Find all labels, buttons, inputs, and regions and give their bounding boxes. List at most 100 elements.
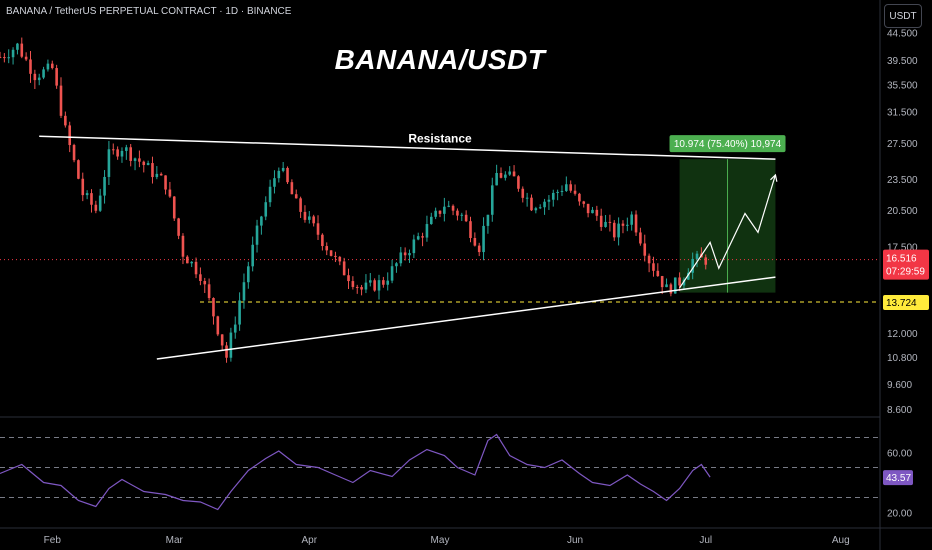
time-tick-label: Jun	[567, 535, 583, 546]
candle-body	[168, 189, 172, 197]
candle-body	[591, 209, 594, 214]
candle-body	[116, 149, 119, 157]
price-tick-label: 27.500	[887, 139, 918, 150]
symbol-header: BANANA / TetherUS PERPETUAL CONTRACT · 1…	[6, 6, 292, 17]
candle-body	[504, 174, 507, 178]
time-tick-label: Mar	[166, 535, 184, 546]
candle-body	[512, 171, 516, 177]
candle-body	[72, 145, 76, 161]
candle-body	[334, 255, 337, 257]
candle-body	[225, 345, 228, 358]
candle-body	[682, 279, 686, 286]
candle-body	[46, 63, 50, 70]
candle-body	[242, 282, 246, 301]
candle-body	[24, 56, 28, 60]
candle-body	[308, 216, 311, 220]
candle-body	[695, 253, 699, 259]
candle-body	[316, 223, 320, 235]
candle-body	[251, 244, 254, 267]
candle-body	[390, 266, 394, 281]
candle-body	[595, 209, 599, 216]
candle-body	[416, 236, 420, 240]
candle-body	[338, 256, 342, 262]
candle-body	[551, 192, 555, 200]
candle-body	[617, 223, 620, 238]
candle-body	[412, 239, 416, 254]
candle-body	[286, 167, 289, 183]
candle-body	[194, 261, 198, 275]
rsi-value-label: 43.57	[886, 473, 911, 484]
candle-body	[212, 298, 215, 317]
candle-body	[207, 284, 211, 299]
candle-body	[612, 222, 616, 238]
candle-body	[203, 280, 207, 285]
price-tick-label: 20.500	[887, 206, 918, 217]
candle-body	[290, 182, 294, 195]
last-price-label: 16.516	[886, 254, 917, 265]
candle-body	[499, 173, 503, 178]
candle-body	[151, 163, 154, 178]
candle-body	[665, 284, 668, 288]
candle-body	[495, 173, 498, 186]
candle-body	[177, 218, 180, 236]
candle-body	[656, 270, 660, 277]
candle-body	[64, 115, 67, 126]
candle-body	[604, 221, 607, 227]
candle-body	[42, 69, 45, 78]
candle-body	[704, 257, 708, 265]
candle-body	[3, 57, 6, 59]
candle-body	[59, 85, 63, 116]
candle-body	[281, 167, 285, 171]
candle-body	[508, 171, 512, 175]
candle-body	[521, 188, 525, 198]
candle-body	[464, 214, 468, 222]
candle-body	[456, 210, 459, 216]
candle-body	[399, 252, 403, 264]
candle-body	[129, 147, 132, 161]
candle-body	[229, 332, 233, 358]
price-tick-label: 44.500	[887, 29, 918, 40]
time-tick-label: Aug	[832, 535, 850, 546]
candle-body	[20, 43, 24, 57]
candle-body	[421, 236, 424, 238]
candle-body	[669, 284, 673, 294]
candle-body	[360, 287, 363, 290]
candle-body	[264, 202, 268, 217]
candle-body	[673, 277, 677, 294]
candle-body	[50, 63, 54, 69]
candle-body	[621, 223, 625, 226]
currency-button[interactable]: USDT	[884, 4, 922, 28]
candle-body	[477, 245, 481, 253]
last-price-box	[883, 249, 929, 280]
candle-body	[294, 194, 298, 199]
candle-body	[260, 216, 263, 226]
candle-body	[355, 286, 359, 288]
candle-body	[473, 238, 477, 246]
candle-body	[138, 158, 141, 162]
candle-body	[312, 216, 315, 224]
candle-body	[325, 246, 329, 251]
candle-body	[172, 196, 176, 219]
candle-body	[125, 147, 128, 151]
candle-body	[11, 49, 15, 58]
candle-body	[68, 125, 72, 146]
candle-body	[133, 158, 137, 161]
candle-body	[303, 211, 307, 220]
candle-body	[429, 216, 433, 225]
candle-body	[443, 206, 446, 214]
candle-body	[578, 193, 581, 202]
candle-body	[408, 253, 411, 256]
candle-body	[103, 176, 106, 196]
time-tick-label: May	[431, 535, 450, 546]
candle-body	[386, 280, 390, 285]
candle-body	[678, 277, 681, 286]
support-trendline	[156, 276, 776, 360]
candle-body	[395, 263, 398, 267]
candle-body	[329, 250, 333, 256]
candle-body	[81, 178, 85, 196]
candle-body	[7, 57, 11, 59]
candle-body	[299, 198, 302, 212]
candle-body	[517, 176, 520, 189]
candle-body	[368, 280, 372, 283]
